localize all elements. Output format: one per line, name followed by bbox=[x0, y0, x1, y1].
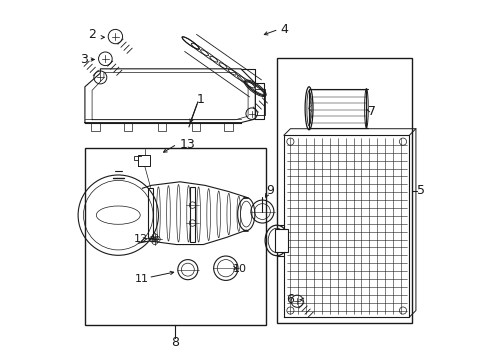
Text: 12: 12 bbox=[133, 234, 147, 244]
Text: 13: 13 bbox=[179, 138, 195, 150]
Text: 3: 3 bbox=[80, 53, 88, 66]
Bar bbox=[274, 229, 287, 252]
Bar bbox=[85, 148, 265, 325]
Text: 8: 8 bbox=[171, 336, 179, 348]
Text: 10: 10 bbox=[233, 264, 247, 274]
Text: 2: 2 bbox=[88, 28, 96, 41]
Text: 4: 4 bbox=[280, 23, 287, 36]
Bar bbox=[158, 123, 166, 131]
Bar bbox=[191, 123, 200, 131]
Bar bbox=[276, 58, 411, 323]
Text: 5: 5 bbox=[416, 184, 425, 197]
Text: 1: 1 bbox=[196, 93, 204, 106]
Bar bbox=[123, 123, 132, 131]
Text: 7: 7 bbox=[367, 105, 375, 118]
Bar bbox=[91, 123, 100, 131]
Text: 11: 11 bbox=[135, 274, 149, 284]
Text: 6: 6 bbox=[285, 293, 293, 306]
Text: 9: 9 bbox=[265, 184, 273, 197]
Bar bbox=[189, 186, 195, 242]
Bar bbox=[308, 89, 366, 128]
Bar bbox=[224, 123, 232, 131]
Bar bbox=[147, 188, 153, 238]
Bar bbox=[255, 89, 265, 116]
